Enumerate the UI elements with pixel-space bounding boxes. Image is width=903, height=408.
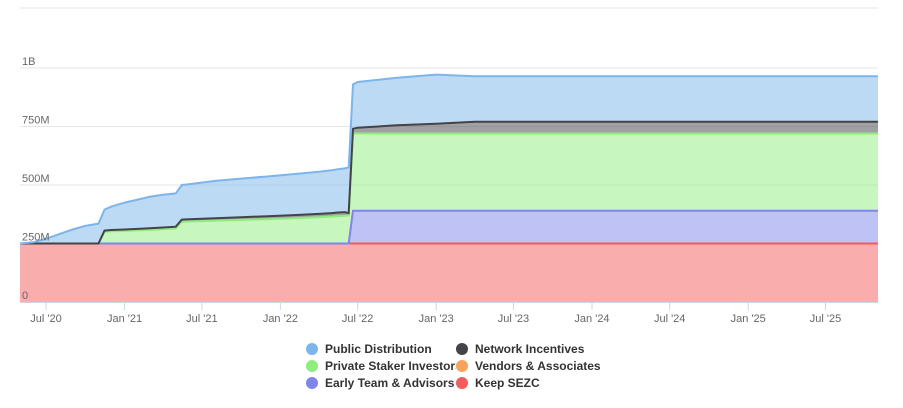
legend-marker xyxy=(306,377,318,389)
legend-label: Keep SEZC xyxy=(475,376,540,390)
x-tick-label: Jul '23 xyxy=(498,313,529,325)
area-private-staker-investors xyxy=(20,133,878,244)
y-tick-label: 500M xyxy=(22,173,50,185)
legend-item-vendors-associates[interactable]: Vendors & Associates xyxy=(456,359,601,373)
area-early-team-advisors xyxy=(20,210,878,244)
legend-marker xyxy=(456,343,468,355)
legend-item-network-incentives[interactable]: Network Incentives xyxy=(456,342,584,356)
legend-item-keep-sezc[interactable]: Keep SEZC xyxy=(456,376,540,390)
area-keep-sezc xyxy=(20,243,878,302)
series-line-public-distribution xyxy=(19,73,878,245)
x-tick-label: Jul '24 xyxy=(654,313,685,325)
x-tick-label: Jan '25 xyxy=(731,313,766,325)
y-tick-label: 1B xyxy=(22,56,35,68)
legend-item-public-distribution[interactable]: Public Distribution xyxy=(306,342,432,356)
x-tick-label: Jan '21 xyxy=(107,313,142,325)
y-tick-label: 250M xyxy=(22,232,50,244)
x-tick-label: Jul '20 xyxy=(30,313,61,325)
legend-label: Vendors & Associates xyxy=(475,359,601,373)
x-tick-label: Jul '22 xyxy=(342,313,373,325)
y-tick-label: 750M xyxy=(22,115,50,127)
x-tick-label: Jul '25 xyxy=(810,313,841,325)
legend-marker xyxy=(306,360,318,372)
legend-label: Network Incentives xyxy=(475,342,585,356)
line-layer xyxy=(19,73,878,245)
chart-legend: Public Distribution Network Incentives P… xyxy=(306,342,646,396)
area-public-distribution xyxy=(20,74,878,244)
x-tick-label: Jul '21 xyxy=(186,313,217,325)
legend-marker xyxy=(306,343,318,355)
x-tick-label: Jan '23 xyxy=(419,313,454,325)
legend-label: Private Staker Investors xyxy=(325,359,456,373)
x-tick-label: Jan '22 xyxy=(263,313,298,325)
legend-item-private-staker-investors[interactable]: Private Staker Investors xyxy=(306,359,456,373)
area-layer xyxy=(20,74,878,302)
legend-label: Public Distribution xyxy=(325,342,432,356)
series-line-network-incentives xyxy=(20,120,878,245)
legend-marker xyxy=(456,377,468,389)
legend-marker xyxy=(456,360,468,372)
y-tick-label: 0 xyxy=(22,290,28,302)
legend-label: Early Team & Advisors xyxy=(325,376,455,390)
x-tick-label: Jan '24 xyxy=(574,313,609,325)
legend-item-early-team-advisors[interactable]: Early Team & Advisors xyxy=(306,376,454,390)
axis-layer: 0 250M 500M 750M 1B Jul '20 Jan '21 Jul '21 Jan … xyxy=(20,56,878,325)
